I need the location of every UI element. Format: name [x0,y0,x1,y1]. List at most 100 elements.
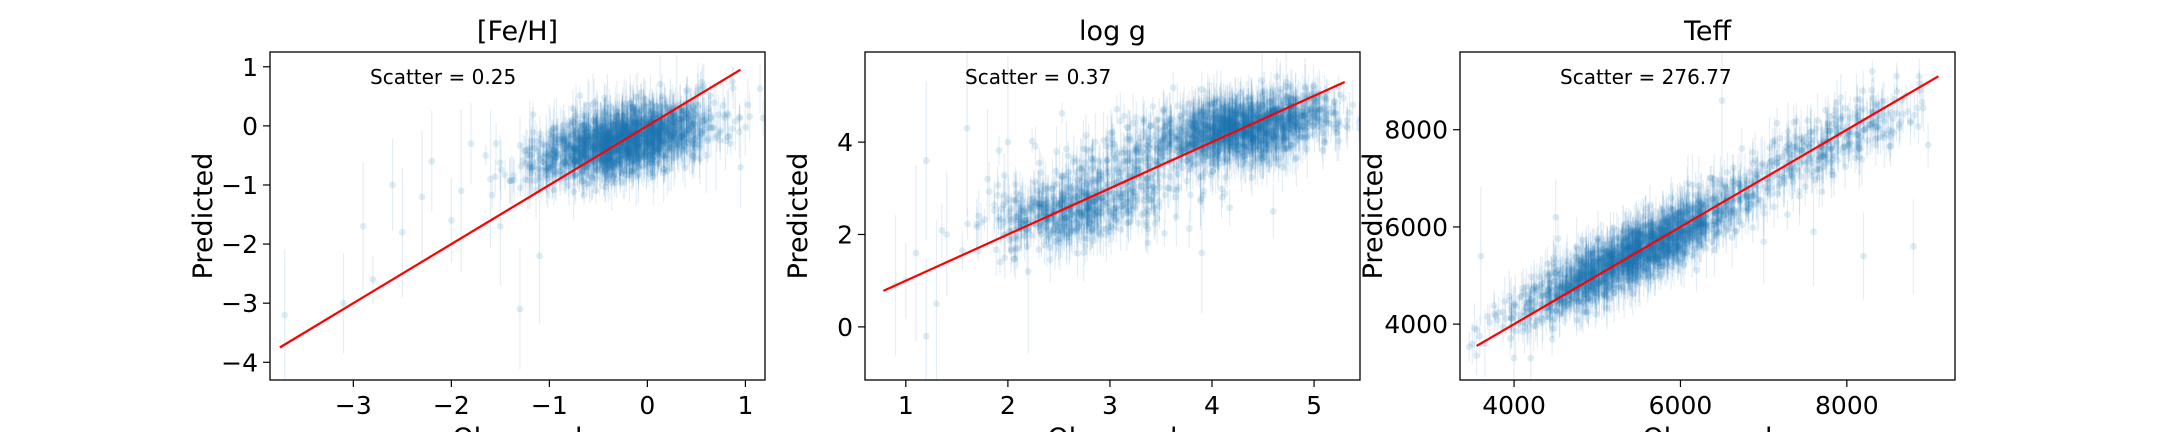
data-point [707,115,714,122]
data-point [662,104,669,111]
data-point [594,120,601,127]
data-point [642,131,649,138]
data-point [530,111,537,118]
data-point [498,166,505,173]
data-point [696,144,703,151]
data-point [677,126,684,133]
data-point [588,174,595,181]
data-point [538,136,545,143]
data-point [622,145,629,152]
data-point [482,152,489,159]
data-point [717,127,724,134]
data-point [566,182,573,189]
data-point [531,144,538,151]
data-point [1349,102,1356,109]
data-point [569,105,576,112]
data-point [517,306,524,313]
data-point [517,185,524,192]
x-tick-label: −2 [433,391,470,420]
data-point [603,105,610,112]
data-point [634,158,641,165]
data-point [448,217,455,224]
data-point [682,143,689,150]
data-point [600,126,607,133]
data-point [651,153,658,160]
data-point [592,187,599,194]
x-tick-label: 1 [737,391,753,420]
y-axis-label: Predicted [188,153,219,280]
data-point [1376,106,1383,113]
data-point [646,107,653,114]
data-point [567,151,574,158]
data-point [570,127,577,134]
data-point [389,182,396,189]
data-point [703,152,710,159]
y-tick-label: −2 [221,230,258,259]
data-point [419,193,426,200]
scatter-annotation: Scatter = 0.25 [370,65,516,89]
panel-feh: −3−2−101−4−3−2−101[Fe/H]ObservedPredicte… [188,16,766,432]
data-point [428,158,435,165]
scatter-points [281,55,766,381]
y-tick-label: 1 [242,53,258,82]
x-axis-label: Observed [453,423,583,432]
data-point [340,300,347,307]
data-point [736,115,743,122]
data-point [729,78,736,85]
data-point [1320,147,1327,154]
y-tick-label: −4 [221,348,258,377]
data-point [726,133,733,140]
data-point [1373,87,1380,94]
data-point [746,113,753,120]
data-point [605,176,612,183]
data-point [560,122,567,129]
data-point [554,147,561,154]
data-point [606,155,613,162]
data-point [1259,77,1266,84]
data-point [497,159,504,166]
data-point [546,167,553,174]
data-point [493,140,500,147]
data-point [458,187,465,194]
reference-line [280,70,741,348]
chart-title: [Fe/H] [477,16,558,47]
data-point [729,126,736,133]
data-point [581,192,588,199]
data-point [635,134,642,141]
data-point [489,192,496,199]
y-tick-label: 0 [242,112,258,141]
y-tick-label: −3 [221,289,258,318]
data-point [497,223,504,230]
data-point [682,164,689,171]
data-point [757,85,764,92]
data-point [589,126,596,133]
data-point [281,312,288,319]
data-point [713,134,720,141]
data-point [698,79,705,86]
data-point [360,223,367,230]
data-point [597,157,604,164]
data-point [399,229,406,236]
data-point [657,81,664,88]
data-point [724,110,731,117]
data-point [550,125,557,132]
data-point [517,142,524,149]
data-point [468,140,475,147]
data-point [631,116,638,123]
data-point [576,92,583,99]
scatter-points [892,41,1382,414]
data-point [518,163,525,170]
data-point [627,153,634,160]
y-tick-label: −1 [221,171,258,200]
data-point [536,155,543,162]
data-point [581,146,588,153]
data-point [688,117,695,124]
data-point [507,177,514,184]
data-point [655,137,662,144]
x-tick-label: 0 [639,391,655,420]
panel-logg: 12345024log gObservedPredictedScatter = … [783,16,1383,432]
data-point [562,161,569,168]
data-point [617,152,624,159]
data-point [1367,99,1374,106]
data-point [577,120,584,127]
